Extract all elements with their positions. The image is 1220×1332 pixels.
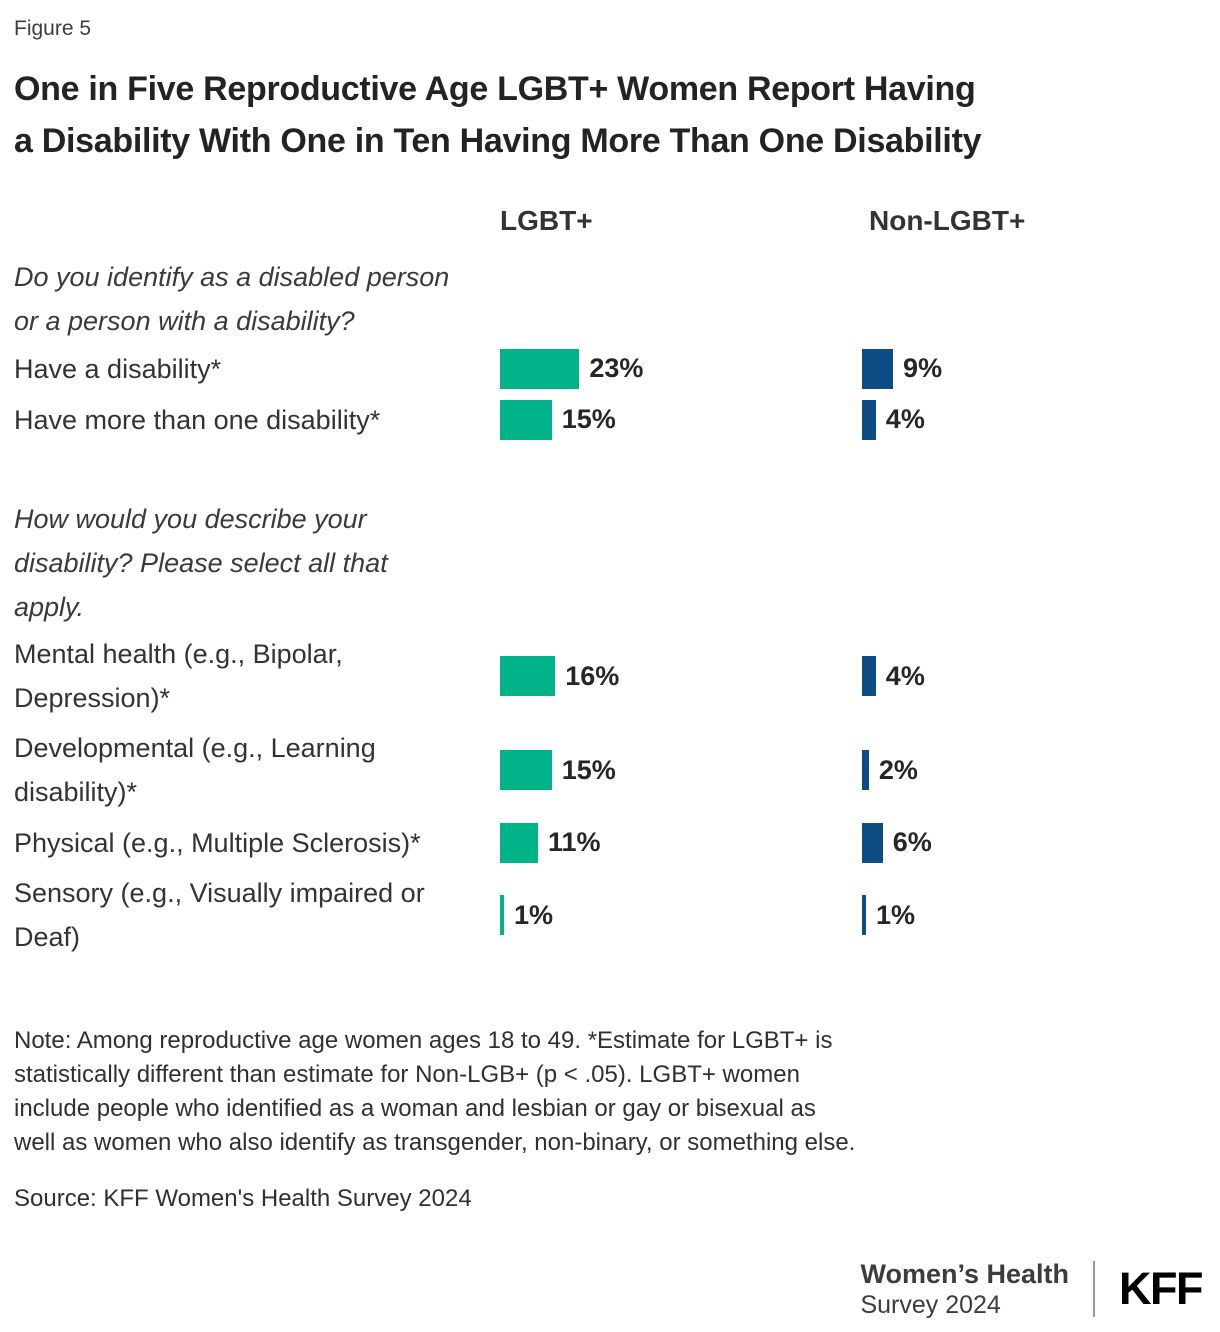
row-label: Mental health (e.g., Bipolar, Depression… <box>14 639 343 713</box>
bar-cell-non-lgbt: 1% <box>862 895 1206 935</box>
chart-row: Sensory (e.g., Visually impaired or Deaf… <box>14 868 1206 962</box>
lgbt-bar <box>500 656 556 696</box>
non-lgbt-bar <box>862 750 869 790</box>
branding-subtitle: Survey 2024 <box>860 1291 1001 1319</box>
branding-block: Women’s Health Survey 2024 KFF <box>860 1258 1203 1320</box>
branding-survey-name: Women’s Health Survey 2024 <box>860 1258 1069 1320</box>
lgbt-bar <box>500 895 504 935</box>
kff-logo: KFF <box>1119 1263 1203 1314</box>
bar-cell-non-lgbt: 4% <box>862 399 1206 440</box>
chart-row: Have a disability* 23% 9% <box>14 343 1206 394</box>
non-lgbt-value: 4% <box>885 404 925 434</box>
row-label: Have more than one disability* <box>14 404 381 435</box>
non-lgbt-value: 9% <box>903 353 943 383</box>
non-lgbt-value: 4% <box>885 660 925 691</box>
non-lgbt-value: 6% <box>892 827 932 857</box>
bar-cell-lgbt: 16% <box>500 656 862 696</box>
column-headers: LGBT+ Non-LGBT+ <box>14 203 1206 239</box>
non-lgbt-bar <box>862 348 894 389</box>
bar-cell-non-lgbt: 2% <box>862 750 1206 790</box>
lgbt-bar <box>500 348 580 389</box>
branding-divider <box>1093 1261 1096 1317</box>
non-lgbt-bar <box>862 399 876 440</box>
lgbt-value: 11% <box>547 827 601 857</box>
question-text: Do you identify as a disabled person or … <box>14 262 450 336</box>
lgbt-bar <box>500 822 538 863</box>
chart-title: One in Five Reproductive Age LGBT+ Women… <box>14 70 982 160</box>
lgbt-value: 23% <box>589 353 644 383</box>
bar-cell-lgbt: 1% <box>500 895 862 935</box>
row-label: Sensory (e.g., Visually impaired or Deaf… <box>14 878 425 952</box>
branding-title: Women’s Health <box>860 1259 1070 1289</box>
figure-label: Figure 5 <box>14 17 92 40</box>
question-text: How would you describe your disability? … <box>14 504 388 622</box>
lgbt-value: 15% <box>561 754 616 785</box>
column-header-non-lgbt: Non-LGBT+ <box>869 205 1026 236</box>
bar-cell-non-lgbt: 6% <box>862 822 1206 863</box>
non-lgbt-bar <box>862 822 883 863</box>
chart-row: Physical (e.g., Multiple Sclerosis)* 11% 6… <box>14 817 1206 868</box>
chart-row: Developmental (e.g., Learning disability… <box>14 723 1206 817</box>
bar-cell-lgbt: 11% <box>500 822 862 863</box>
row-label: Physical (e.g., Multiple Sclerosis)* <box>14 827 421 858</box>
lgbt-bar <box>500 750 552 790</box>
non-lgbt-bar <box>862 656 876 696</box>
row-label: Developmental (e.g., Learning disability… <box>14 733 376 807</box>
note-text: Note: Among reproductive age women ages … <box>14 1027 856 1156</box>
source-text: Source: KFF Women's Health Survey 2024 <box>14 1185 472 1212</box>
bar-cell-lgbt: 15% <box>500 399 862 440</box>
chart-row: Have more than one disability* 15% 4% <box>14 394 1206 445</box>
bar-cell-lgbt: 23% <box>500 348 862 389</box>
bar-cell-non-lgbt: 4% <box>862 656 1206 696</box>
column-header-spacer <box>14 203 500 239</box>
lgbt-value: 15% <box>561 404 616 434</box>
lgbt-bar <box>500 399 552 440</box>
bar-cell-non-lgbt: 9% <box>862 348 1206 389</box>
non-lgbt-value: 1% <box>876 899 916 930</box>
column-header-lgbt: LGBT+ <box>500 205 593 236</box>
row-label: Have a disability* <box>14 353 222 384</box>
chart-body: Do you identify as a disabled person or … <box>14 255 1206 962</box>
bar-cell-lgbt: 15% <box>500 750 862 790</box>
non-lgbt-bar <box>862 895 866 935</box>
lgbt-value: 1% <box>514 899 554 930</box>
chart-row: Mental health (e.g., Bipolar, Depression… <box>14 629 1206 723</box>
lgbt-value: 16% <box>565 660 620 691</box>
non-lgbt-value: 2% <box>878 754 918 785</box>
